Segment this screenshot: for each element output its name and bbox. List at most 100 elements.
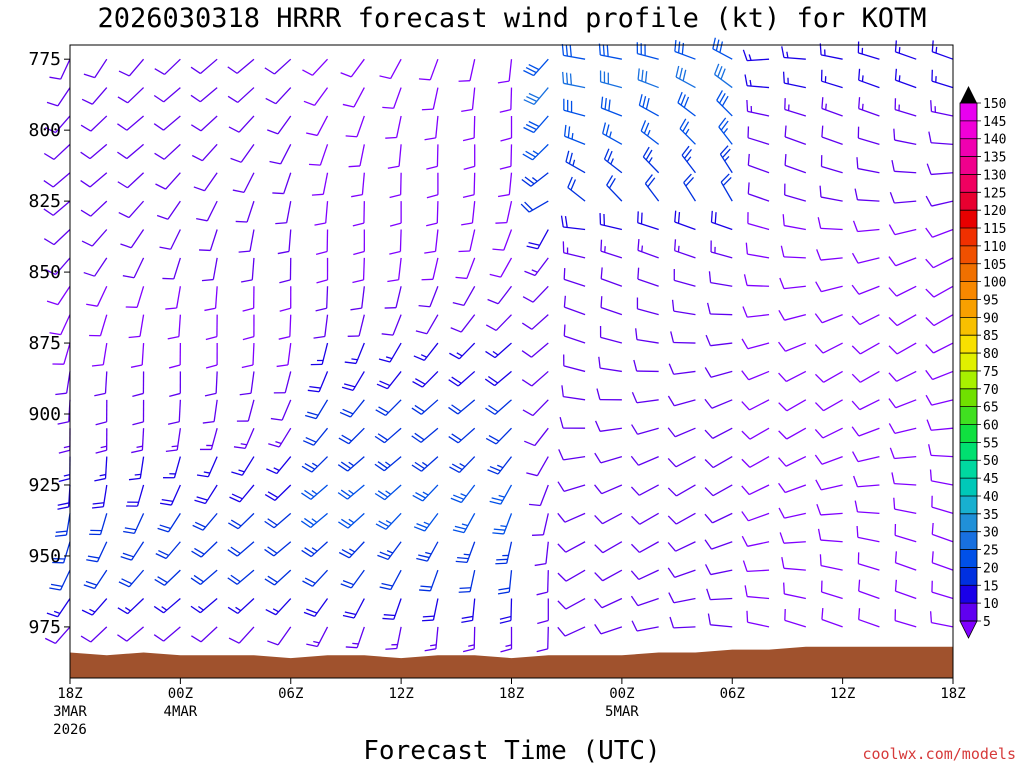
wind-barb-shaft (858, 590, 880, 600)
wind-barb-shaft (606, 184, 623, 202)
wind-barb (125, 286, 145, 308)
wind-barb (630, 484, 659, 496)
wind-barb (345, 115, 365, 138)
wind-barb-feather (667, 515, 677, 525)
wind-barb-shaft (748, 484, 770, 496)
wind-barb-feather (227, 66, 238, 74)
wind-barb-feather (302, 580, 313, 587)
wind-barb (820, 155, 843, 174)
wind-barb-shaft (858, 563, 880, 571)
wind-barb-feather (925, 227, 933, 238)
wind-barb-shaft (274, 58, 292, 75)
wind-barb-shaft (89, 143, 108, 160)
wind-barb-half-feather (685, 128, 690, 135)
wind-barb-feather (637, 238, 640, 251)
wind-barb-feather (345, 646, 358, 649)
wind-barb-shaft (859, 399, 880, 411)
wind-barb (929, 611, 954, 628)
wind-barb-feather (424, 137, 436, 141)
wind-barb-feather (640, 212, 643, 225)
wind-barb-feather (499, 108, 512, 113)
colorbar-label: 125 (983, 186, 1006, 201)
wind-barb-shaft (675, 541, 696, 552)
wind-barb (196, 456, 218, 478)
wind-barb-feather (374, 492, 386, 501)
colorbar-label: 75 (983, 365, 999, 380)
wind-barb (487, 456, 513, 475)
wind-barb-feather (929, 611, 933, 623)
wind-barb (385, 115, 402, 139)
wind-barb-shaft (236, 569, 255, 585)
wind-barb (713, 63, 733, 89)
wind-barb-feather (389, 250, 401, 255)
wind-barb-feather (928, 131, 932, 143)
wind-barb (267, 115, 292, 135)
wind-barb (230, 143, 255, 163)
wind-barb-feather (95, 449, 107, 454)
wind-barb-half-feather (749, 79, 752, 87)
wind-barb-shaft (783, 285, 806, 290)
wind-barb-half-feather (531, 269, 538, 273)
wind-barb-feather (720, 173, 730, 183)
wind-barb-feather (485, 407, 496, 415)
wind-barb-feather (719, 41, 724, 53)
wind-barb (489, 257, 513, 278)
wind-barb (600, 239, 623, 259)
wind-barb (747, 212, 770, 231)
wind-barb (640, 120, 660, 145)
wind-barb-shaft (178, 399, 182, 422)
y-tick-label: 875 (28, 333, 61, 354)
wind-barb (704, 456, 733, 469)
wind-barb-half-feather (686, 156, 692, 163)
wind-barb (123, 513, 145, 535)
wind-barb (462, 172, 476, 199)
wind-barb-shaft (638, 569, 659, 581)
wind-barb (931, 522, 954, 543)
wind-barb-shaft (313, 427, 329, 446)
wind-barb (492, 513, 513, 535)
wind-barb (499, 87, 513, 113)
wind-barb (49, 569, 71, 591)
wind-barb-shaft (858, 137, 880, 145)
wind-barb-shaft (931, 480, 954, 486)
wind-barb-shaft (749, 427, 770, 440)
wind-barb (81, 598, 108, 616)
wind-barb-shaft (638, 455, 659, 466)
wind-barb (741, 456, 770, 468)
wind-barb (426, 201, 439, 227)
wind-barb-shaft (894, 170, 917, 174)
wind-barb-feather (854, 500, 859, 512)
wind-barb-shaft (348, 427, 365, 445)
wind-barb-feather (448, 379, 459, 387)
wind-barb (497, 570, 513, 595)
wind-barb-shaft (239, 484, 255, 503)
wind-barb-shaft (710, 342, 733, 347)
wind-barb-shaft (130, 229, 145, 249)
wind-barb-shaft (600, 278, 623, 287)
wind-barb (815, 281, 843, 293)
wind-barb-shaft (249, 229, 255, 252)
wind-barb-shaft (564, 135, 586, 145)
wind-barb-feather (196, 217, 208, 222)
wind-barb (522, 285, 549, 303)
wind-barb (667, 484, 696, 497)
wind-barb-feather (565, 72, 569, 85)
wind-barb-shaft (563, 455, 586, 461)
wind-barb (670, 331, 696, 344)
wind-barb-feather (231, 471, 243, 476)
wind-barb-shaft (141, 343, 145, 366)
wind-barb-feather (457, 557, 469, 560)
wind-barb-feather (819, 554, 822, 566)
wind-barb-feather (379, 586, 391, 591)
colorbar-label: 90 (983, 311, 999, 326)
colorbar-label: 85 (983, 329, 999, 344)
x-tick-label: 06Z (720, 686, 745, 702)
wind-barb-feather (462, 648, 475, 653)
wind-barb-shaft (318, 371, 329, 393)
wind-barb-feather (520, 203, 530, 213)
wind-barb-feather (58, 449, 71, 454)
wind-barb (536, 626, 549, 653)
wind-barb-feather (560, 215, 564, 228)
wind-barb-half-feather (456, 352, 463, 357)
colorbar-label: 35 (983, 508, 999, 523)
